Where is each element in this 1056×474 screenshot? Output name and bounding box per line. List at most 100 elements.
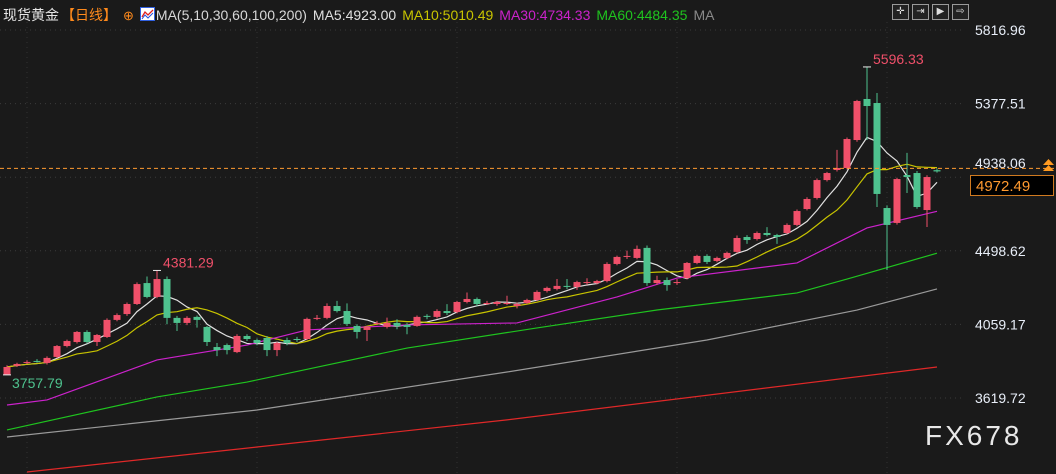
chart-toolbar: ✛ ⇥ ▶ ⇨ bbox=[892, 4, 969, 20]
candle bbox=[783, 223, 791, 235]
candle-body bbox=[513, 303, 521, 307]
candle-body bbox=[653, 280, 661, 284]
play-range-icon[interactable]: ▶ bbox=[932, 4, 949, 20]
ma200-line bbox=[26, 366, 938, 473]
candle-body bbox=[693, 255, 701, 263]
candle bbox=[453, 300, 461, 314]
zoom-in-range-icon[interactable]: ⇥ bbox=[912, 4, 929, 20]
candle-body bbox=[43, 357, 51, 363]
ma-params[interactable]: MA(5,10,30,60,100,200) bbox=[155, 7, 307, 23]
candle bbox=[793, 209, 801, 227]
candle-body bbox=[493, 301, 501, 304]
candle-body bbox=[303, 318, 311, 340]
crosshair-circle-icon[interactable]: ⊕ bbox=[123, 8, 134, 23]
candle bbox=[673, 279, 681, 285]
candle bbox=[533, 290, 541, 302]
candle-body bbox=[73, 331, 81, 343]
candle-body bbox=[203, 326, 211, 343]
candle-body bbox=[933, 170, 941, 172]
candle bbox=[903, 152, 911, 193]
candle bbox=[113, 313, 121, 322]
candle bbox=[23, 360, 31, 365]
candle bbox=[183, 316, 191, 326]
candle-body bbox=[153, 279, 161, 297]
candle-body bbox=[683, 262, 691, 279]
candle bbox=[493, 300, 501, 306]
y-tick-label: 4059.17 bbox=[975, 316, 1026, 332]
candle-body bbox=[243, 335, 251, 340]
candle bbox=[223, 343, 231, 355]
candle-body bbox=[253, 340, 261, 344]
candle bbox=[53, 345, 61, 359]
candle-body bbox=[823, 173, 831, 181]
candle-body bbox=[813, 180, 821, 198]
candle-body bbox=[643, 247, 651, 284]
candle bbox=[743, 235, 751, 244]
candle-body bbox=[173, 317, 181, 323]
candle bbox=[213, 343, 221, 357]
candle-body bbox=[883, 208, 891, 225]
candle-body bbox=[563, 285, 571, 287]
candle bbox=[623, 250, 631, 259]
ma-chart-icon[interactable] bbox=[139, 7, 155, 21]
candle-body bbox=[293, 339, 301, 341]
candle-body bbox=[263, 337, 271, 351]
candle-body bbox=[533, 291, 541, 300]
candle-body bbox=[53, 346, 61, 357]
candle bbox=[393, 319, 401, 330]
candle bbox=[93, 333, 101, 347]
candle-body bbox=[273, 343, 281, 351]
candle-body bbox=[13, 363, 21, 366]
candle-body bbox=[803, 198, 811, 210]
candle bbox=[763, 227, 771, 237]
candle-body bbox=[343, 311, 351, 324]
ma10-line bbox=[6, 163, 938, 368]
ma5-value: MA5:4923.00 bbox=[312, 7, 397, 23]
exit-icon[interactable]: ⇨ bbox=[952, 4, 969, 20]
y-tick-label: 3619.72 bbox=[975, 390, 1026, 406]
candle-body bbox=[83, 331, 91, 343]
candle-body bbox=[233, 335, 241, 353]
candle bbox=[173, 315, 181, 331]
scroll-to-latest-icon[interactable] bbox=[1043, 159, 1054, 172]
ma5-line bbox=[6, 136, 938, 368]
candle-body bbox=[923, 177, 931, 211]
candle-body bbox=[893, 179, 901, 223]
candle-body bbox=[743, 237, 751, 241]
candle-body bbox=[573, 282, 581, 287]
candle-body bbox=[583, 282, 591, 284]
candle-body bbox=[763, 232, 771, 235]
candle-body bbox=[403, 324, 411, 327]
candle-body bbox=[663, 280, 671, 286]
candle bbox=[603, 262, 611, 283]
candle-body bbox=[423, 315, 431, 317]
candle bbox=[563, 279, 571, 290]
candle bbox=[413, 315, 421, 327]
candle bbox=[853, 99, 861, 142]
candle bbox=[483, 300, 491, 306]
ma30-line bbox=[6, 210, 938, 406]
crosshair-icon[interactable]: ✛ bbox=[892, 4, 909, 20]
candle-body bbox=[593, 281, 601, 284]
ma30-value: MA30:4734.33 bbox=[499, 7, 591, 23]
candle-body bbox=[23, 361, 31, 363]
candle-body bbox=[63, 341, 71, 347]
candle bbox=[773, 233, 781, 244]
candle-body bbox=[553, 285, 561, 289]
candle-body bbox=[373, 322, 381, 324]
candle bbox=[803, 197, 811, 211]
candle-body bbox=[413, 316, 421, 326]
candle bbox=[13, 362, 21, 367]
candle bbox=[3, 365, 11, 375]
period-selector[interactable]: 【日线】 bbox=[61, 7, 117, 23]
candle-body bbox=[443, 311, 451, 314]
candle-body bbox=[463, 298, 471, 302]
candle-body bbox=[143, 283, 151, 297]
candle bbox=[363, 325, 371, 342]
candle-body bbox=[753, 232, 761, 240]
candle bbox=[873, 92, 881, 208]
candle bbox=[283, 337, 291, 346]
candle bbox=[553, 279, 561, 291]
candle bbox=[753, 231, 761, 241]
